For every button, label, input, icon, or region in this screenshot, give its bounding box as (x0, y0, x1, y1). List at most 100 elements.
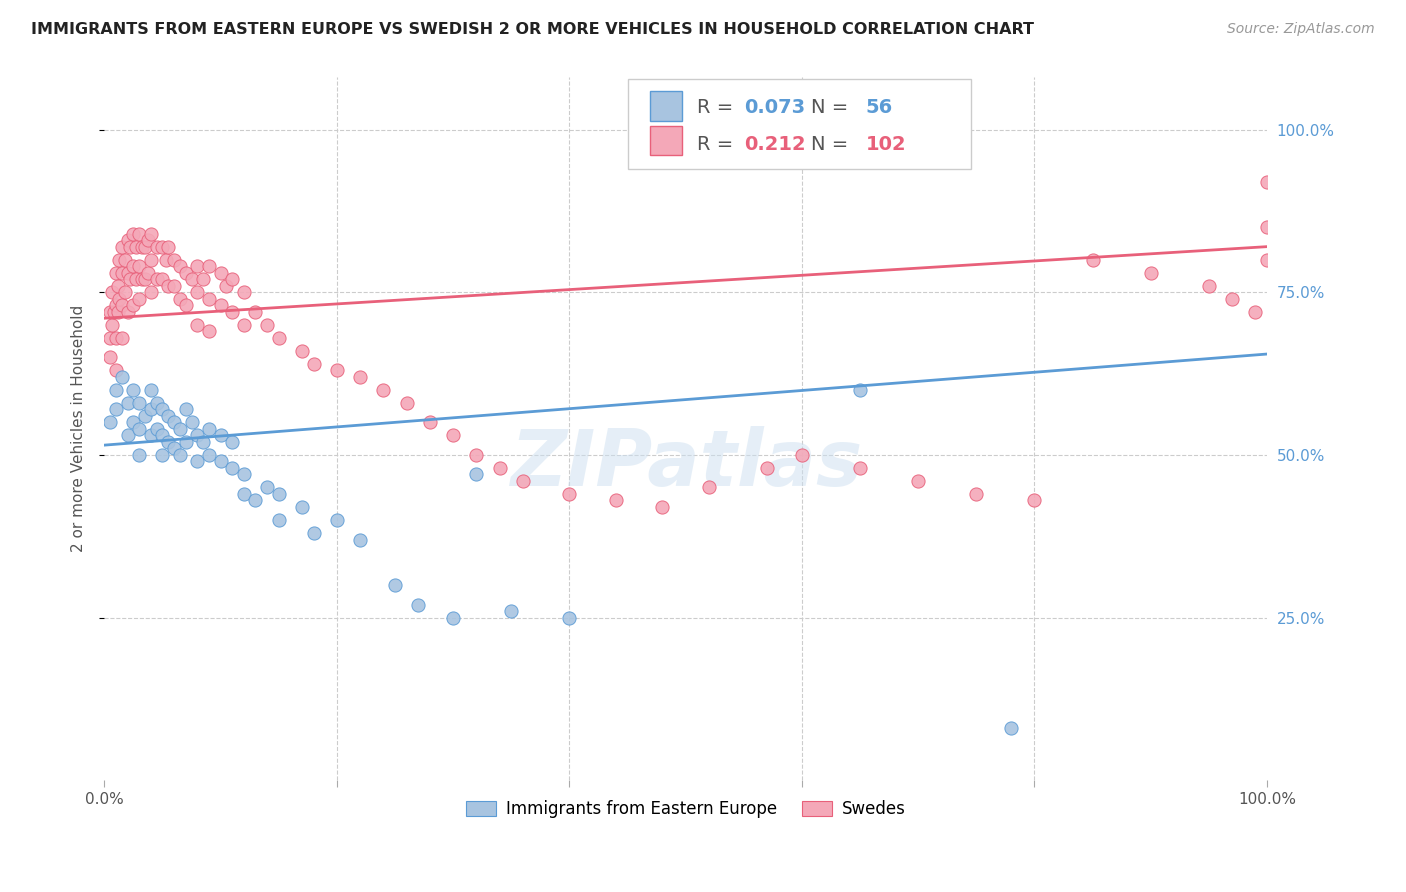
Point (1081, 252, 1104, 267)
Point (122, 259, 145, 273)
Point (465, 467, 488, 482)
Point (186, 285, 208, 300)
Point (291, 500, 314, 514)
Point (326, 363, 349, 377)
Point (131, 240, 153, 254)
Point (221, 304, 243, 318)
Point (139, 285, 162, 300)
Point (198, 259, 221, 273)
Text: 56: 56 (866, 98, 893, 117)
Point (111, 331, 134, 345)
Point (209, 454, 232, 468)
Point (169, 448, 191, 462)
Point (128, 422, 150, 436)
Point (114, 285, 136, 300)
Point (98, 416, 121, 430)
Point (122, 383, 145, 397)
Point (111, 298, 134, 312)
Point (145, 396, 167, 410)
Point (488, 461, 510, 475)
Point (134, 272, 156, 286)
Point (349, 533, 371, 547)
Point (157, 409, 180, 423)
Point (267, 487, 290, 501)
FancyBboxPatch shape (650, 92, 682, 121)
Point (107, 304, 129, 318)
Point (107, 278, 129, 293)
Point (245, 304, 267, 318)
Point (651, 500, 673, 514)
Point (104, 383, 127, 397)
Point (139, 402, 162, 417)
Y-axis label: 2 or more Vehicles in Household: 2 or more Vehicles in Household (72, 305, 86, 552)
Point (104, 331, 127, 345)
Point (302, 526, 325, 541)
Point (157, 240, 180, 254)
Point (139, 252, 162, 267)
Point (209, 428, 232, 442)
Point (131, 272, 153, 286)
Point (232, 285, 254, 300)
Point (1256, 252, 1278, 267)
Point (221, 434, 243, 449)
Point (101, 285, 124, 300)
Point (117, 428, 139, 442)
Point (186, 428, 208, 442)
Point (138, 266, 160, 280)
Point (384, 578, 406, 592)
Point (117, 304, 139, 318)
Point (907, 474, 929, 488)
Point (152, 272, 174, 286)
Text: IMMIGRANTS FROM EASTERN EUROPE VS SWEDISH 2 OR MORE VEHICLES IN HOUSEHOLD CORREL: IMMIGRANTS FROM EASTERN EUROPE VS SWEDIS… (31, 22, 1033, 37)
Point (174, 266, 197, 280)
Point (169, 259, 191, 273)
Point (139, 383, 162, 397)
Point (152, 240, 174, 254)
Point (118, 240, 141, 254)
Point (191, 434, 214, 449)
Point (118, 272, 141, 286)
Point (1256, 175, 1278, 189)
Point (441, 610, 464, 624)
Point (180, 416, 202, 430)
Point (221, 272, 243, 286)
Point (849, 461, 872, 475)
Point (128, 227, 150, 241)
Text: 102: 102 (866, 135, 907, 153)
Point (163, 442, 186, 456)
Point (114, 252, 136, 267)
Point (198, 292, 221, 306)
Point (198, 324, 221, 338)
Point (145, 272, 167, 286)
Point (169, 422, 191, 436)
Point (104, 266, 127, 280)
Point (465, 448, 488, 462)
Point (232, 318, 254, 332)
Point (186, 454, 208, 468)
Point (125, 240, 148, 254)
Point (232, 467, 254, 482)
Legend: Immigrants from Eastern Europe, Swedes: Immigrants from Eastern Europe, Swedes (458, 793, 912, 825)
Point (349, 369, 371, 384)
Text: N =: N = (811, 135, 855, 153)
Point (152, 402, 174, 417)
Point (267, 513, 290, 527)
Point (108, 252, 131, 267)
Point (256, 480, 278, 494)
Point (232, 487, 254, 501)
Point (209, 298, 232, 312)
Point (756, 461, 779, 475)
Point (169, 292, 191, 306)
Point (1024, 493, 1046, 508)
Point (221, 461, 243, 475)
Point (103, 304, 125, 318)
Point (98, 331, 121, 345)
Point (145, 240, 167, 254)
Point (186, 259, 208, 273)
Point (157, 278, 180, 293)
Point (139, 227, 162, 241)
Point (117, 266, 139, 280)
Text: Source: ZipAtlas.com: Source: ZipAtlas.com (1227, 22, 1375, 37)
Point (267, 331, 290, 345)
Point (558, 610, 581, 624)
